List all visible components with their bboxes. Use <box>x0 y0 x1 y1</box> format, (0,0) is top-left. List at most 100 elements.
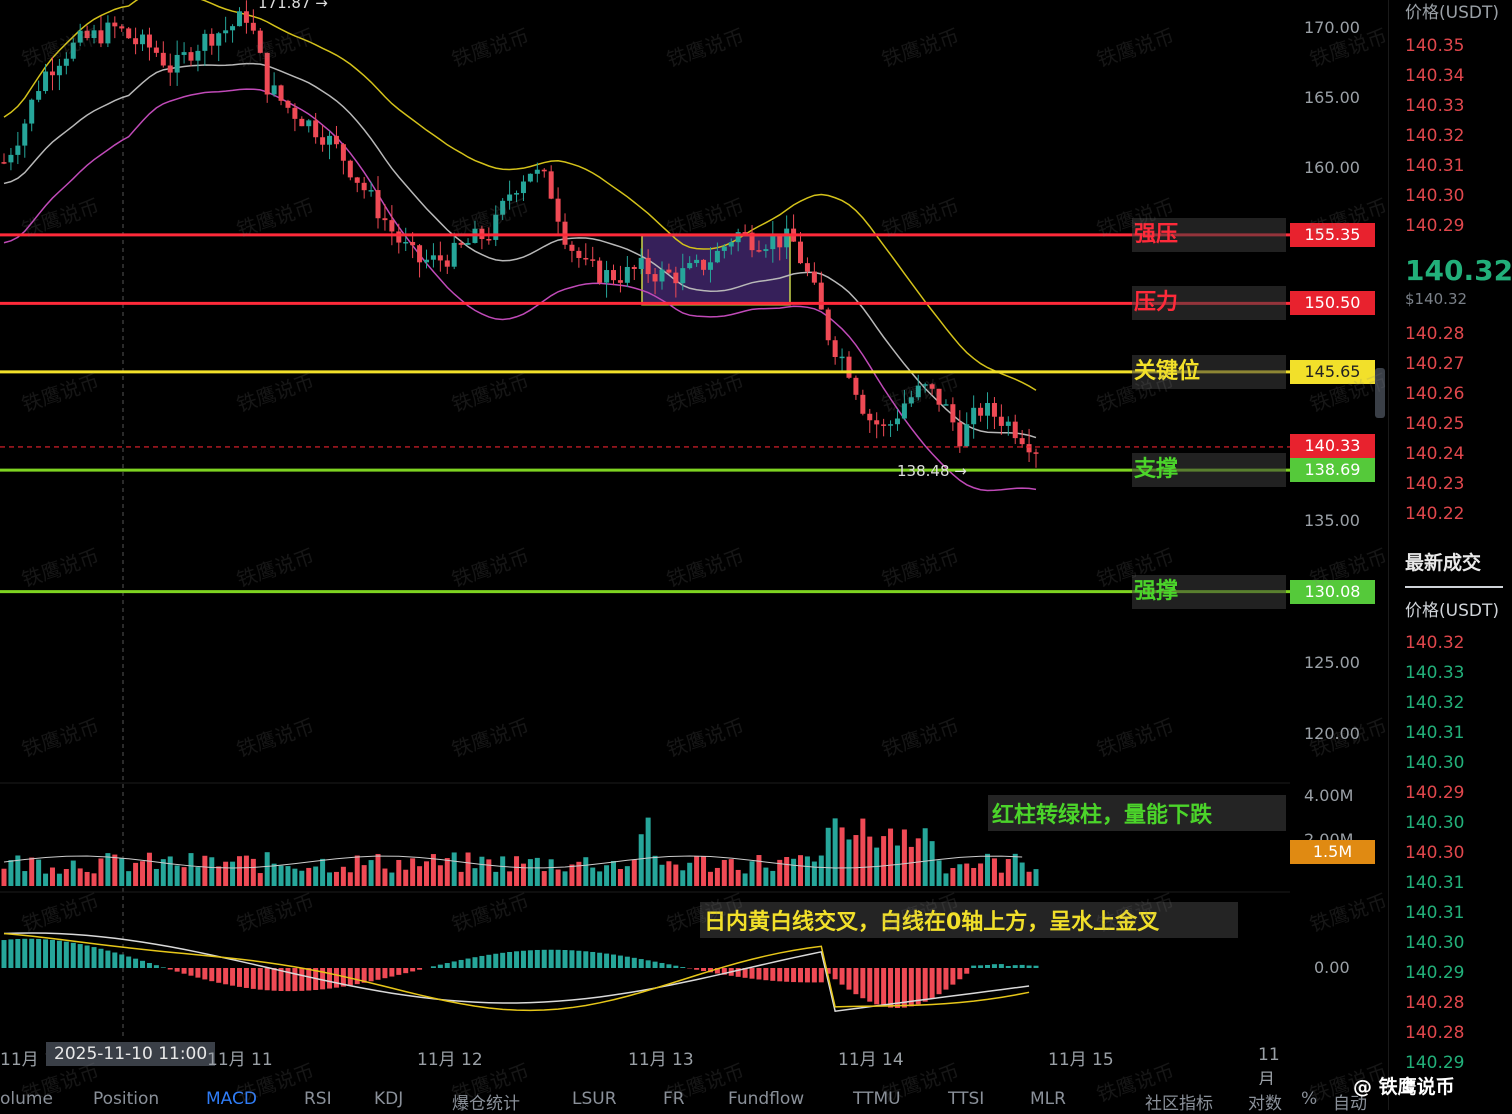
tab-7[interactable]: FR <box>663 1089 685 1109</box>
bid-row[interactable]: 140.24 <box>1405 444 1464 464</box>
tab-0[interactable]: olume <box>0 1089 53 1109</box>
trade-row: 140.32 <box>1405 633 1464 653</box>
candle-body <box>1034 452 1039 454</box>
tab-10[interactable]: TTSI <box>948 1089 984 1109</box>
macd-bar <box>1013 965 1018 968</box>
tab-8[interactable]: Fundflow <box>728 1089 804 1109</box>
macd-bar <box>479 956 484 968</box>
macd-bar <box>1034 966 1039 968</box>
macd-bar <box>472 957 477 968</box>
tab-5[interactable]: 爆仓统计 <box>452 1089 520 1114</box>
macd-bar <box>563 950 568 968</box>
bid-row[interactable]: 140.22 <box>1405 504 1464 524</box>
candle-body <box>729 242 734 246</box>
volume-bar <box>202 856 207 886</box>
macd-bar <box>916 968 921 1004</box>
trade-row: 140.29 <box>1405 783 1464 803</box>
ask-row[interactable]: 140.35 <box>1405 36 1464 56</box>
level-label-0: 强压 <box>1132 218 1286 252</box>
volume-bar <box>486 859 491 886</box>
tab-11[interactable]: MLR <box>1030 1089 1066 1109</box>
tab-2[interactable]: MACD <box>206 1089 257 1109</box>
tab-13[interactable]: 对数 <box>1248 1089 1282 1114</box>
candle-body <box>937 389 942 405</box>
candle-body <box>1020 438 1025 444</box>
price-axis[interactable]: 170.00 165.00 160.00 135.00 125.00 120.0… <box>1290 0 1385 1075</box>
macd-bar <box>604 954 609 968</box>
tab-4[interactable]: KDJ <box>374 1089 403 1109</box>
macd-bar <box>798 968 803 982</box>
candle-body <box>625 267 630 283</box>
tab-1[interactable]: Position <box>93 1089 159 1109</box>
price-chart[interactable]: 171.87 → 138.48 → 红柱转绿柱，量能下跌 日内黄白线交叉，白线在… <box>0 0 1290 1075</box>
volume-bar <box>791 859 796 886</box>
ask-row[interactable]: 140.32 <box>1405 126 1464 146</box>
low-marker: 138.48 → <box>897 462 967 480</box>
ask-row[interactable]: 140.33 <box>1405 96 1464 116</box>
date-label-11: 11月 11 <box>207 1045 273 1070</box>
macd-bar <box>646 960 651 968</box>
candle-body <box>549 171 554 198</box>
macd-bar <box>943 968 948 990</box>
bid-row[interactable]: 140.25 <box>1405 414 1464 434</box>
tab-14[interactable]: % <box>1301 1089 1317 1109</box>
macd-bar <box>43 939 48 968</box>
volume-bar <box>230 862 235 886</box>
tab-12[interactable]: 社区指标 <box>1145 1089 1213 1114</box>
macd-bar <box>92 947 97 968</box>
ask-row[interactable]: 140.30 <box>1405 186 1464 206</box>
macd-bar <box>583 951 588 968</box>
axis-scroll-handle[interactable] <box>1375 368 1385 418</box>
candle-body <box>57 66 62 75</box>
date-label-12: 11月 12 <box>417 1045 483 1070</box>
candle-body <box>895 419 900 425</box>
volume-bar <box>285 866 290 886</box>
trades-title[interactable]: 最新成交 <box>1405 548 1481 575</box>
ask-row[interactable]: 140.34 <box>1405 66 1464 86</box>
bid-row[interactable]: 140.28 <box>1405 324 1464 344</box>
candle-body <box>500 201 505 215</box>
volume-bar <box>659 865 664 886</box>
macd-note: 日内黄白线交叉，白线在0轴上方，呈水上金叉 <box>700 902 1238 938</box>
candle-body <box>29 100 34 124</box>
candle-body <box>112 23 117 27</box>
macd-bar <box>237 968 242 987</box>
macd-bar <box>230 968 235 986</box>
volume-bar <box>459 872 464 886</box>
volume-bar <box>92 873 97 886</box>
macd-bar <box>50 940 55 968</box>
macd-bar <box>119 954 124 968</box>
bid-row[interactable]: 140.27 <box>1405 354 1464 374</box>
ask-row[interactable]: 140.29 <box>1405 216 1464 236</box>
volume-bar <box>272 864 277 886</box>
tab-6[interactable]: LSUR <box>572 1089 617 1109</box>
volume-bar <box>36 860 41 886</box>
axis-tick-4m: 4.00M <box>1304 786 1353 805</box>
candle-body <box>583 258 588 260</box>
candle-body <box>15 146 20 155</box>
macd-bar <box>521 951 526 968</box>
volume-bar <box>694 856 699 886</box>
candle-body <box>119 26 124 28</box>
volume-bar <box>341 867 346 886</box>
candle-body <box>604 270 609 283</box>
candle-body <box>687 263 692 268</box>
macd-bar <box>265 968 270 990</box>
macd-bar <box>846 968 851 990</box>
macd-bar <box>133 959 138 968</box>
candle-body <box>161 53 166 66</box>
tab-9[interactable]: TTMU <box>853 1089 901 1109</box>
macd-bar <box>881 968 886 1006</box>
volume-bar <box>216 866 221 886</box>
ask-row[interactable]: 140.31 <box>1405 156 1464 176</box>
volume-bar <box>569 865 574 886</box>
candle-body <box>535 170 540 174</box>
volume-bar <box>597 871 602 886</box>
candle-body <box>632 267 637 269</box>
tab-3[interactable]: RSI <box>304 1089 332 1109</box>
macd-bar <box>597 953 602 968</box>
candle-body <box>888 424 893 426</box>
bid-row[interactable]: 140.23 <box>1405 474 1464 494</box>
candle-body <box>216 33 221 45</box>
bid-row[interactable]: 140.26 <box>1405 384 1464 404</box>
